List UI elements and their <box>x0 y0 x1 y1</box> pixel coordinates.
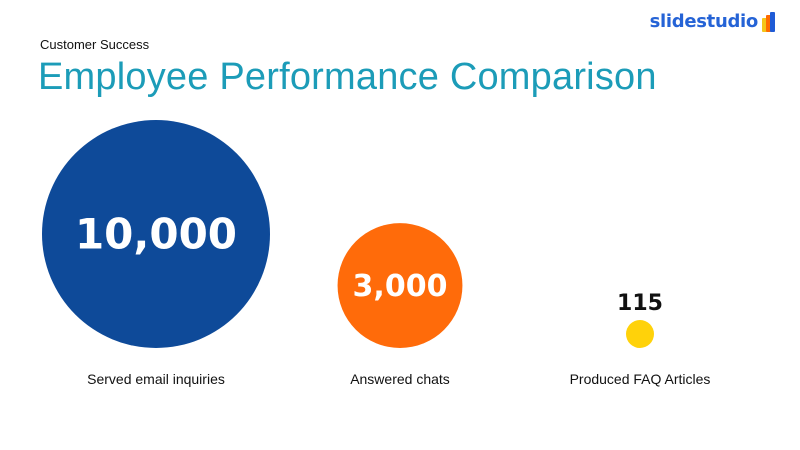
slide-title: Employee Performance Comparison <box>38 56 657 98</box>
bubble-3 <box>626 320 654 348</box>
bubble-1 <box>42 120 270 348</box>
brand-name: slidestudio <box>649 11 759 32</box>
logo-bar-1 <box>762 17 767 32</box>
brand-logo-group: slidestudio <box>650 11 776 32</box>
slide-subtitle: Customer Success <box>40 37 150 52</box>
category-label-3: Produced FAQ Articles <box>570 371 711 387</box>
category-label-2: Answered chats <box>350 371 450 387</box>
brand-logo-icon <box>762 11 775 32</box>
logo-bar-2 <box>766 14 771 32</box>
logo-bar-3 <box>770 11 775 32</box>
category-label-1: Served email inquiries <box>87 371 225 387</box>
bubble-value-label-3: 115 <box>617 291 663 316</box>
bubble-2 <box>337 223 463 348</box>
bubble-value-label-2: 3,000 <box>353 269 448 304</box>
bubble-value-label-1: 10,000 <box>75 210 237 259</box>
